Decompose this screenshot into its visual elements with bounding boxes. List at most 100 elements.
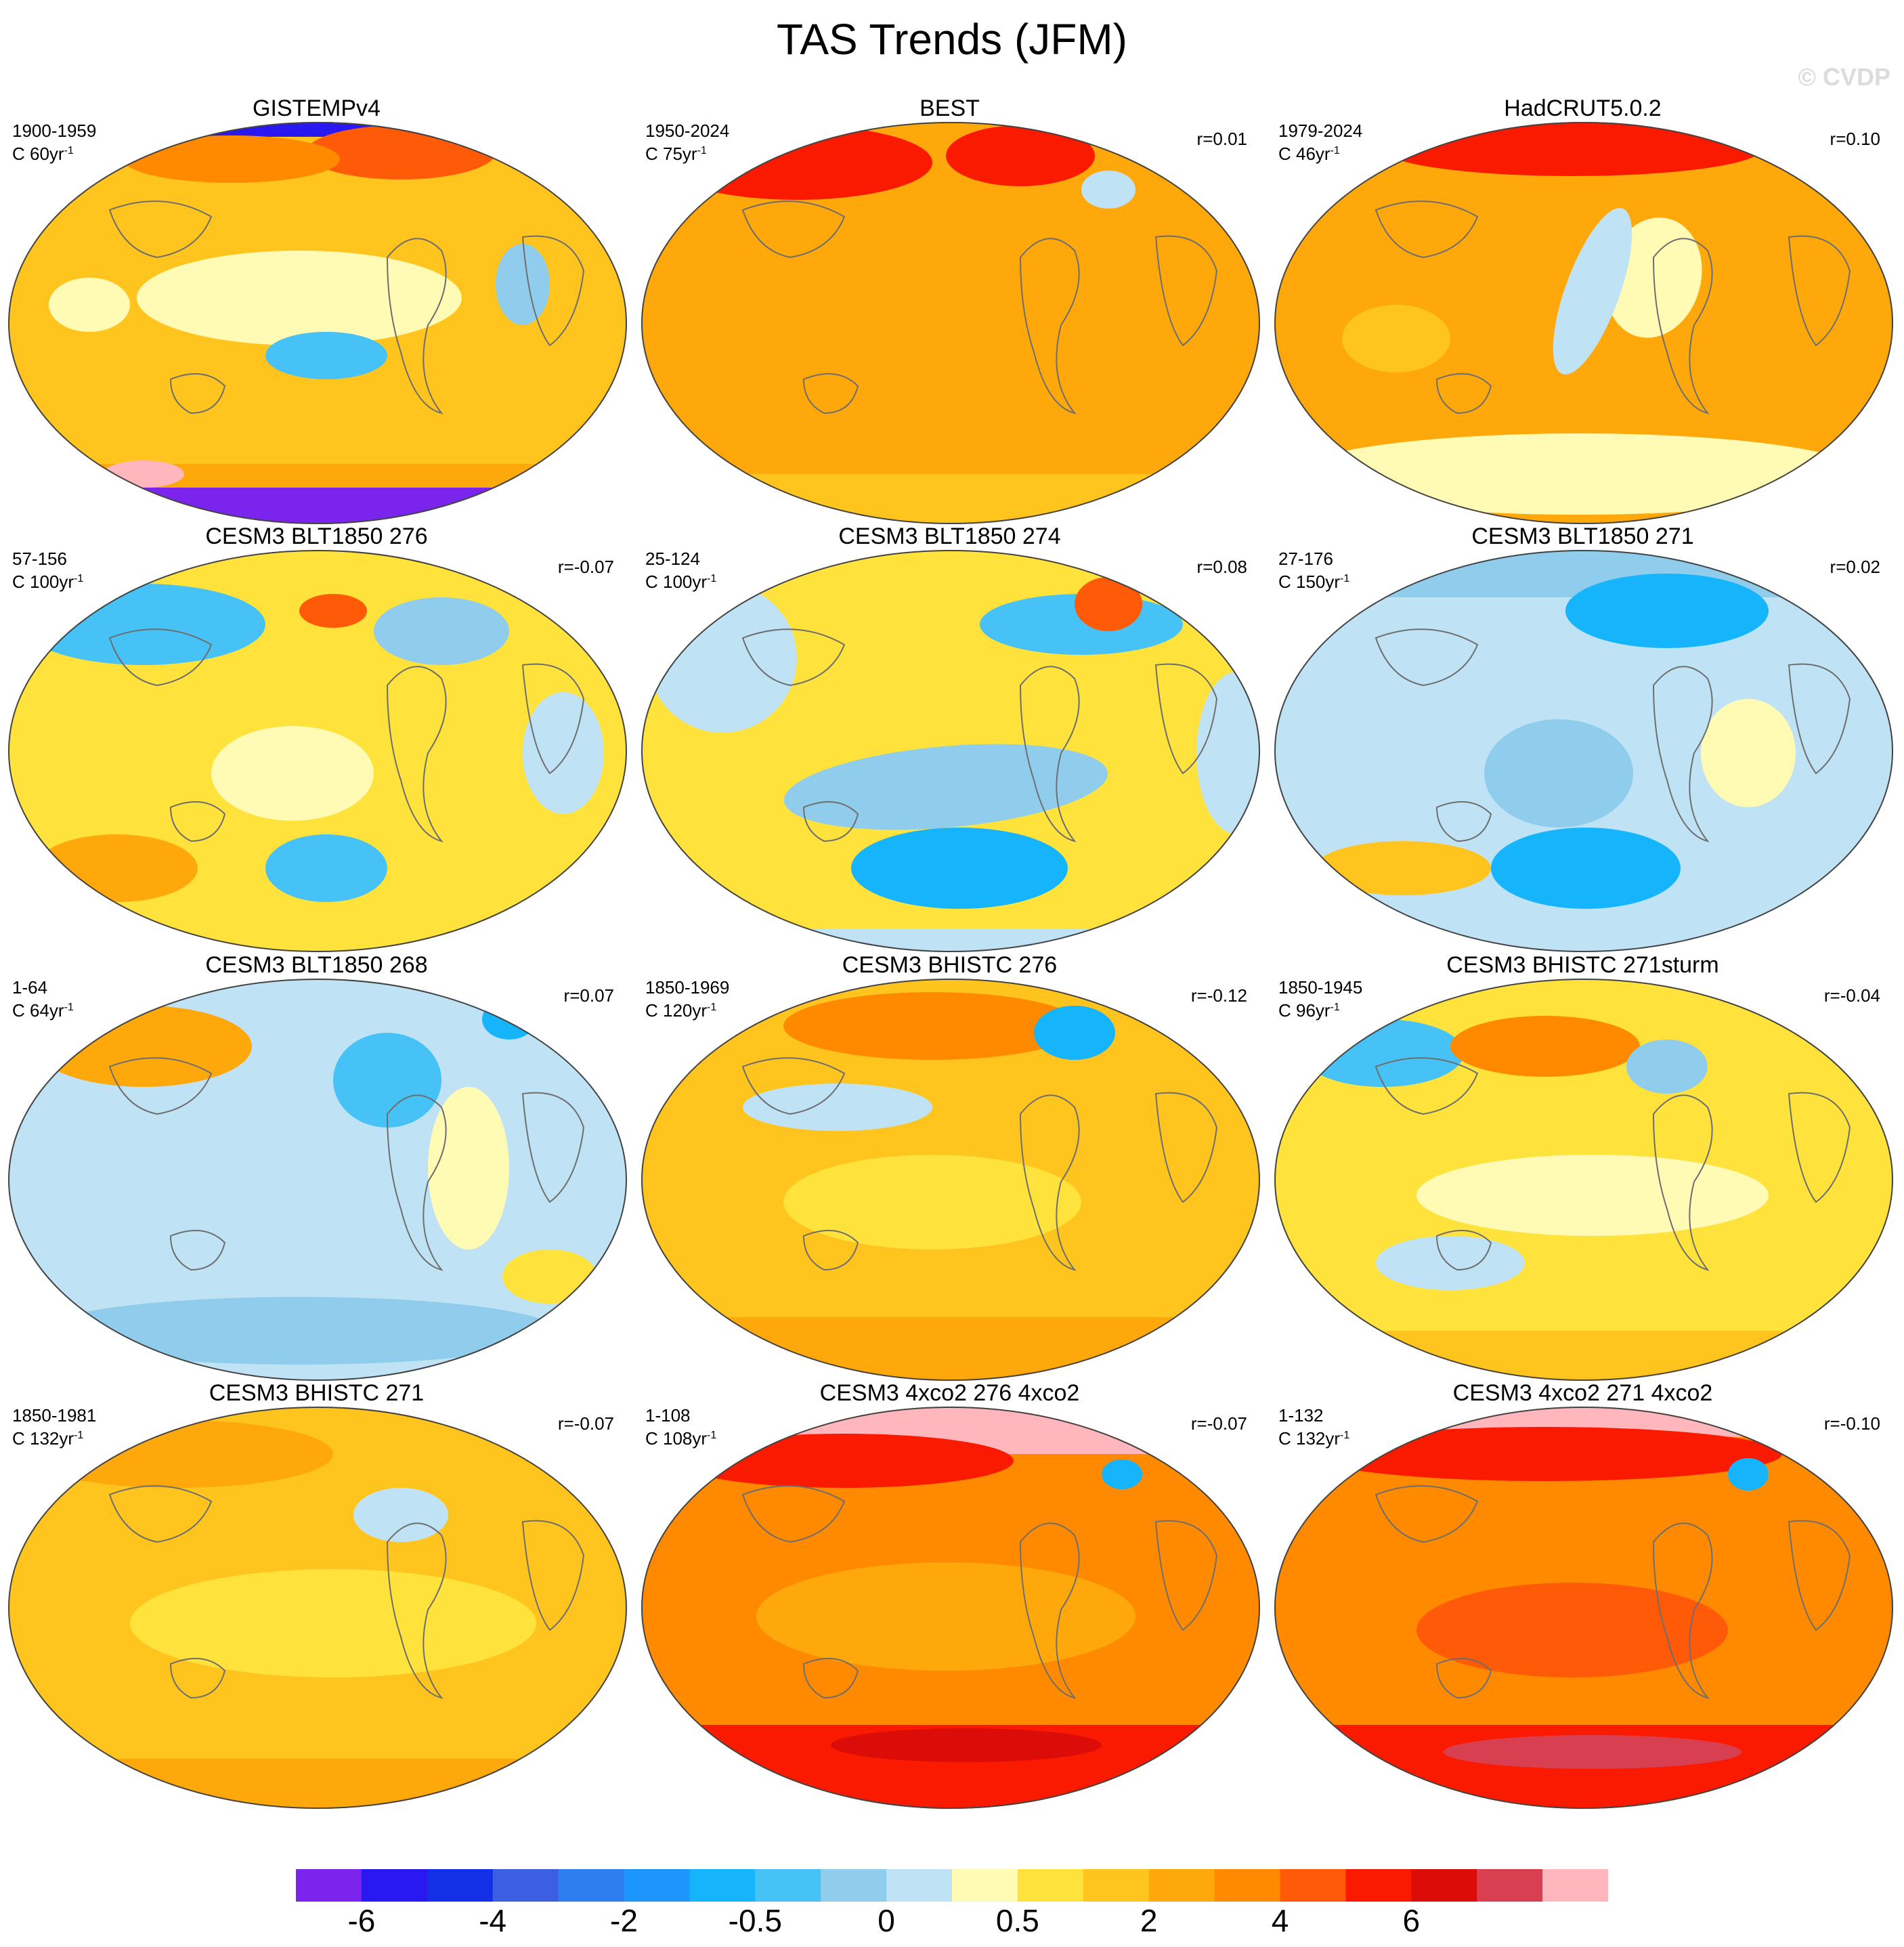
southern-ocean-darkest-band: [831, 1728, 1102, 1762]
pacific-cool-region: [1484, 719, 1633, 828]
antarctic-warm-band: [8, 464, 627, 488]
map-border: [641, 1407, 1260, 1809]
trend-map: [8, 1407, 627, 1809]
panel-correlation: r=-0.07: [557, 1413, 614, 1434]
trend-map: [8, 550, 627, 952]
map-border: [641, 979, 1260, 1381]
asia-coastline: [1375, 1485, 1479, 1543]
trend-map: [641, 1407, 1260, 1809]
americas-coastline: [386, 1522, 447, 1699]
map-border: [1274, 1407, 1893, 1809]
americas-coastline: [1019, 238, 1080, 414]
tropical-region: [756, 1562, 1135, 1671]
africa-coastline: [1154, 235, 1218, 347]
africa-coastline: [521, 235, 585, 347]
asia-coastline: [108, 628, 213, 687]
south-indian-warm-region: [1315, 841, 1491, 895]
colorbar-tick-label: -4: [479, 1903, 507, 1938]
map-border: [641, 122, 1260, 524]
atlantic-neutral-region: [428, 1087, 509, 1249]
antarctic-missing-band: [8, 488, 627, 524]
colorbar: [296, 1869, 1608, 1902]
australia-coastline: [1435, 1658, 1492, 1699]
map-panel: CESM3 BLT1850 276 57-156 C 100yr-1 r=-0.07: [0, 523, 633, 953]
panel-title: BEST: [919, 95, 980, 121]
colorbar-swatch: [1148, 1869, 1215, 1902]
americas-coastline: [1019, 1522, 1080, 1699]
southern-ocean-cool-band: [42, 1297, 557, 1365]
asia-coastline: [108, 200, 213, 259]
africa-coastline: [1788, 235, 1851, 347]
asia-coastline: [108, 1485, 213, 1543]
asia-cool-region: [648, 584, 797, 733]
arctic-hot-band: [1308, 1427, 1782, 1481]
colorbar-swatch: [427, 1869, 494, 1902]
southern-ocean-band: [1274, 1331, 1893, 1381]
panel-period: 27-176: [1278, 549, 1333, 569]
panel-title: CESM3 BLT1850 271: [1471, 523, 1694, 549]
eurasia-warm-region: [22, 1420, 333, 1488]
panel-trend-scale: C 132yr-1: [12, 1428, 84, 1449]
asia-coastline: [1375, 200, 1479, 259]
panel-period: 1850-1945: [1278, 977, 1363, 998]
panel-trend-scale: C 150yr-1: [1278, 572, 1350, 592]
panel-correlation: r=-0.10: [1823, 1413, 1880, 1434]
credit-watermark: © CVDP: [1798, 63, 1890, 91]
map-panel: HadCRUT5.0.2 1979-2024 C 46yr-1 r=0.10: [1266, 95, 1899, 525]
panel-trend-scale: C 60yr-1: [12, 144, 74, 164]
pacific-neutral-region: [1416, 1155, 1769, 1236]
tropical-pacific-cool-region: [783, 744, 1108, 830]
panel-correlation: r=0.02: [1830, 557, 1880, 577]
colorbar-swatch: [558, 1869, 624, 1902]
labrador-cool-region: [1081, 171, 1135, 209]
colorbar-tick-label: -6: [347, 1903, 376, 1938]
north-america-cool-region: [333, 1033, 441, 1128]
panel-correlation: r=-0.04: [1823, 985, 1880, 1006]
panel-title: GISTEMPv4: [253, 95, 381, 121]
east-pacific-cool-region: [1553, 208, 1632, 375]
panel-title: CESM3 4xco2 276 4xco2: [819, 1380, 1080, 1406]
australia-coastline: [802, 801, 859, 842]
australia-coastline: [802, 1658, 859, 1699]
colorbar-swatch: [1477, 1869, 1543, 1902]
map-panel: CESM3 BHISTC 271 1850-1981 C 132yr-1 r=-0.0…: [0, 1379, 633, 1810]
panel-period: 1850-1981: [12, 1405, 97, 1426]
map-border: [641, 550, 1260, 952]
australia-coastline: [1435, 1230, 1492, 1271]
asia-coastline: [741, 1057, 846, 1115]
africa-coastline: [521, 1520, 585, 1631]
colorbar-swatch: [886, 1869, 953, 1902]
panel-title: CESM3 BHISTC 271sturm: [1446, 952, 1719, 978]
panel-trend-scale: C 64yr-1: [12, 1000, 74, 1021]
atlantic-neutral-region: [1701, 699, 1796, 807]
panel-title: CESM3 4xco2 271 4xco2: [1452, 1380, 1713, 1406]
panel-period: 1-108: [645, 1405, 691, 1426]
greenland-warm-region: [1075, 577, 1142, 631]
colorbar-swatch: [1542, 1869, 1608, 1902]
map-panel: CESM3 BLT1850 271 27-176 C 150yr-1 r=0.02: [1266, 523, 1899, 953]
colorbar-swatch: [296, 1869, 362, 1902]
asia-coastline: [1375, 1057, 1479, 1115]
panel-title: CESM3 BHISTC 276: [842, 952, 1058, 978]
north-america-cool-region: [353, 1488, 448, 1542]
map-border: [1274, 550, 1893, 952]
panel-trend-scale: C 108yr-1: [645, 1428, 717, 1449]
panel-correlation: r=0.08: [1196, 557, 1247, 577]
trend-map: [641, 979, 1260, 1381]
map-panel: CESM3 4xco2 276 4xco2 1-108 C 108yr-1 r=-0.…: [633, 1379, 1266, 1810]
colorbar-tick-label: 6: [1402, 1903, 1421, 1938]
colorbar-tick-label: 4: [1271, 1903, 1289, 1938]
map-panel: CESM3 BHISTC 276 1850-1969 C 120yr-1 r=-0.1…: [633, 951, 1266, 1382]
eurasia-cool-region: [1301, 1019, 1464, 1087]
panel-trend-scale: C 46yr-1: [1278, 144, 1340, 164]
australia-coastline: [1435, 373, 1492, 414]
panel-title: HadCRUT5.0.2: [1504, 95, 1662, 121]
panel-correlation: r=-0.07: [557, 557, 614, 577]
africa-coastline: [1154, 1092, 1218, 1203]
panel-correlation: r=0.10: [1830, 129, 1880, 149]
panel-trend-scale: C 96yr-1: [1278, 1000, 1340, 1021]
trend-map: [1274, 550, 1893, 952]
colorbar-swatch: [1214, 1869, 1280, 1902]
pacific-warm-region: [1416, 1583, 1728, 1677]
panel-period: 1900-1959: [12, 121, 97, 141]
